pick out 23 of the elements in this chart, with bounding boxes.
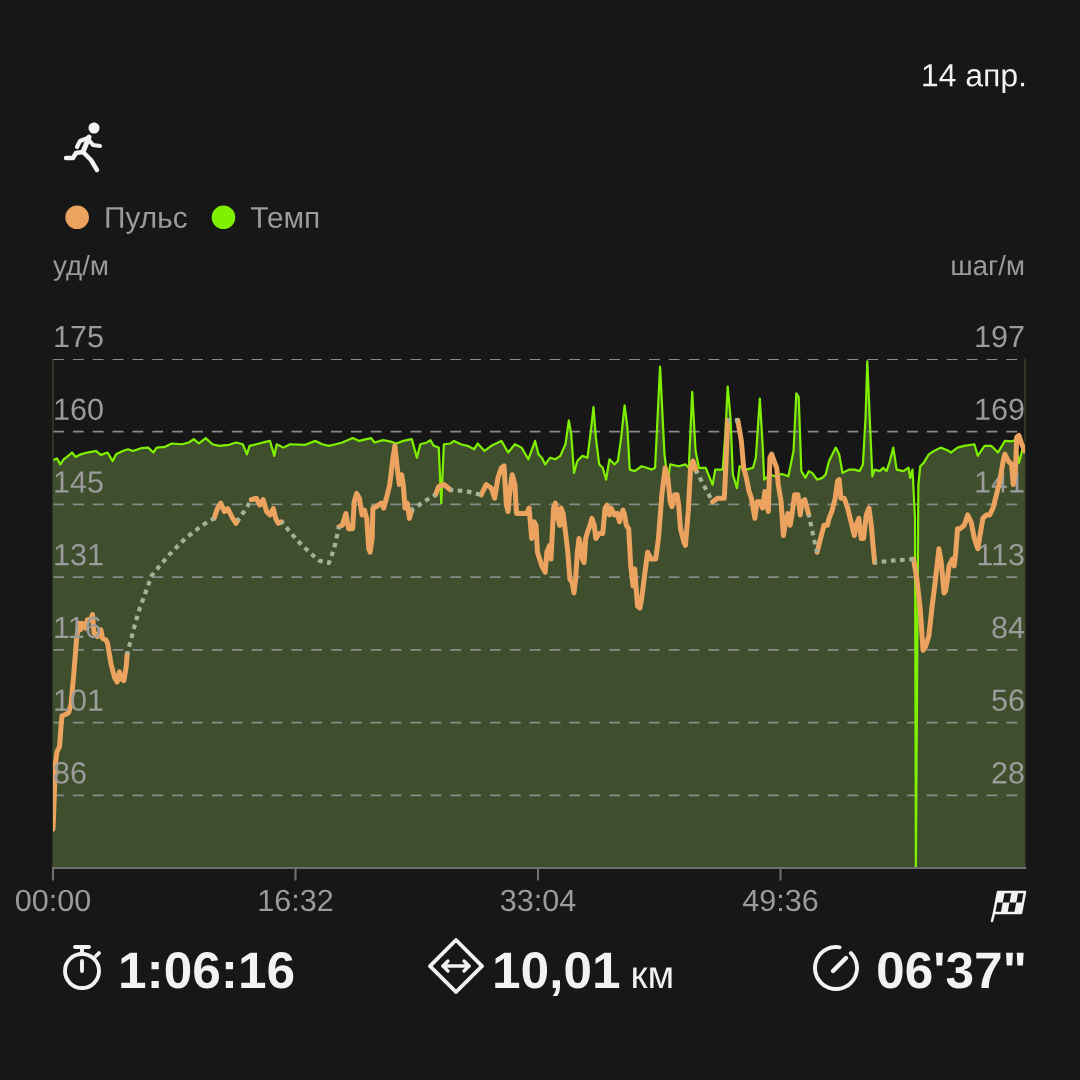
y2-axis-title: шаг/м: [952, 254, 1024, 276]
y-tick-label: 160: [55, 398, 103, 421]
text: 10,01: [495, 952, 620, 996]
text: км: [633, 967, 672, 988]
y2-tick-label: 197: [976, 325, 1024, 348]
y2-tick-label: 28: [992, 762, 1024, 784]
x-tick-label: 49:36: [742, 889, 818, 912]
y-tick-label: 131: [55, 543, 103, 566]
y2-tick-label: 84: [992, 616, 1025, 639]
legend-label: Пульс: [106, 207, 187, 234]
x-tick-label: 16:32: [259, 889, 333, 912]
chart-subtitle: 14 апр.: [923, 64, 1025, 93]
y2-tick-label: 169: [976, 398, 1024, 421]
legend-label: Темп: [251, 207, 319, 229]
y-tick-label: 175: [55, 326, 103, 348]
x-tick-label: 00:00: [15, 889, 91, 912]
x-tick-label: 33:04: [500, 889, 576, 912]
y2-tick-label: 113: [978, 543, 1024, 566]
text: 1:06:16: [121, 952, 294, 989]
y2-tick-label: 56: [992, 689, 1024, 711]
y-tick-label: 145: [55, 471, 103, 493]
text: 06'37": [878, 952, 1024, 989]
y-axis-title: уд/м: [53, 254, 108, 281]
